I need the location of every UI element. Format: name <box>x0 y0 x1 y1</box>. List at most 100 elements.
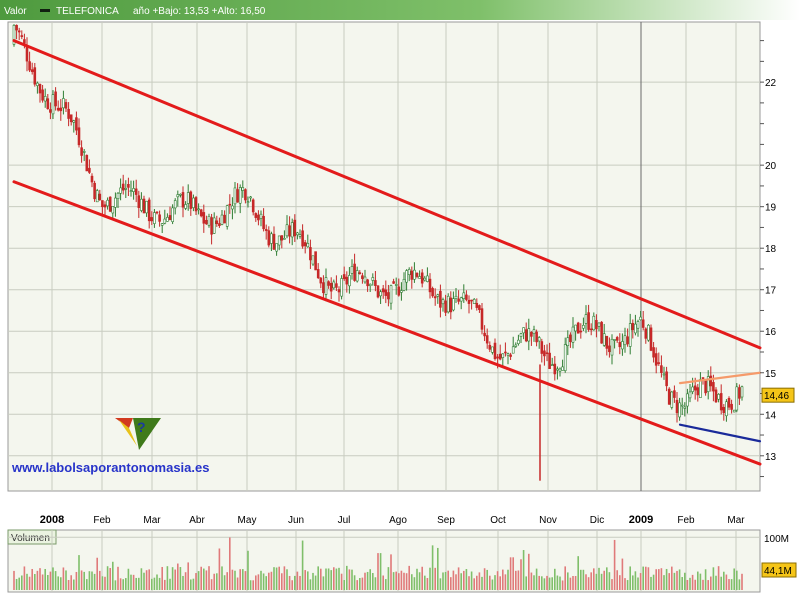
volume-bar <box>91 571 93 590</box>
volume-bar <box>577 556 579 590</box>
volume-bar <box>587 577 590 590</box>
price-axis: 13 14 15 16 17 18 19 20 22 <box>760 40 777 478</box>
volume-bar <box>408 565 410 590</box>
price-tick-label: 22 <box>765 78 777 89</box>
candle-body <box>46 98 50 110</box>
candle-body <box>98 193 102 201</box>
volume-bar <box>652 574 655 590</box>
volume-bar <box>197 571 200 590</box>
volume-bar <box>470 571 473 590</box>
volume-bar <box>554 568 556 590</box>
volume-bar <box>730 579 733 590</box>
candle-body <box>358 272 362 274</box>
candle-body <box>709 375 713 387</box>
candle-body <box>296 232 299 236</box>
candle-body <box>389 285 393 304</box>
candle-body <box>436 294 440 297</box>
volume-bar <box>351 569 353 590</box>
candle-body <box>194 197 198 212</box>
volume-bar <box>226 572 228 590</box>
volume-bar <box>541 576 543 590</box>
volume-bar <box>379 553 382 590</box>
volume-bar <box>569 577 572 590</box>
volume-bar <box>15 578 18 590</box>
volume-bar <box>593 568 595 590</box>
volume-bar <box>481 576 483 590</box>
volume-bar <box>567 572 569 590</box>
volume-bar <box>392 572 395 590</box>
candle-body <box>597 322 601 327</box>
volume-bar <box>353 575 356 590</box>
last-price-label: 14,46 <box>764 391 789 402</box>
candle-body <box>155 211 159 214</box>
candle-body <box>298 234 302 237</box>
candle-body <box>415 272 419 277</box>
volume-bar <box>528 553 530 590</box>
volume-bar <box>413 577 416 590</box>
volume-bar <box>624 578 626 590</box>
series-swatch <box>40 9 50 12</box>
candle-body <box>532 329 536 334</box>
volume-bar <box>712 567 715 590</box>
price-tick-label: 13 <box>765 452 777 463</box>
volume-bar <box>626 580 629 590</box>
volume-bar <box>548 577 551 590</box>
candle-body <box>212 217 216 234</box>
volume-bar <box>403 572 405 590</box>
volume-bar <box>320 568 322 590</box>
candle-body <box>101 200 104 208</box>
support-trendline <box>678 423 762 443</box>
candle-body <box>327 281 330 286</box>
volume-bar <box>151 578 153 590</box>
volume-bar <box>242 569 244 590</box>
candle-body <box>717 394 720 400</box>
candle-body <box>270 233 273 244</box>
candle-body <box>59 107 63 112</box>
candle-body <box>576 322 580 334</box>
volume-bar <box>208 566 210 590</box>
candle-body <box>12 24 16 45</box>
volume-bar <box>665 568 668 590</box>
volume-bar <box>647 567 650 590</box>
volume-bar <box>195 573 197 590</box>
candle-body <box>543 350 546 357</box>
candle-body <box>132 188 135 192</box>
volume-bar <box>62 567 65 590</box>
volume-bar <box>101 576 104 590</box>
candle-body <box>725 401 728 417</box>
candle-body <box>80 147 83 156</box>
candle-body <box>610 338 614 356</box>
candle-body <box>275 243 278 252</box>
x-tick-label: Ago <box>389 515 407 526</box>
volume-bar <box>47 574 49 590</box>
x-axis: 2008 Feb Mar Abr May Jun Jul Ago Sep Oct Nov Dic 200… <box>40 514 746 526</box>
candle-body <box>504 351 507 354</box>
candle-body <box>600 321 603 344</box>
volume-bar <box>444 571 447 590</box>
volume-last-label: 44,1M <box>764 566 792 577</box>
candle-body <box>413 269 416 280</box>
candle-body <box>530 331 533 337</box>
candle-body <box>535 331 538 343</box>
volume-bar <box>442 572 444 590</box>
volume-bar <box>533 575 535 590</box>
volume-bar <box>450 577 452 590</box>
candle-body <box>696 387 700 396</box>
volume-bar <box>182 575 184 590</box>
volume-bar <box>559 576 561 590</box>
volume-bar <box>499 576 501 590</box>
candle-body <box>95 190 99 203</box>
volume-bar <box>57 576 59 590</box>
candle-body <box>262 215 265 230</box>
x-tick-label: May <box>238 515 257 526</box>
candle-body <box>402 279 406 291</box>
volume-bar <box>704 569 707 590</box>
volume-bar <box>483 568 486 590</box>
volume-bar <box>231 569 234 590</box>
volume-bar <box>686 579 689 590</box>
candle-body <box>623 335 627 346</box>
candle-body <box>680 404 684 407</box>
candles <box>12 24 744 481</box>
candle-body <box>509 354 512 357</box>
candle-body <box>246 201 250 203</box>
